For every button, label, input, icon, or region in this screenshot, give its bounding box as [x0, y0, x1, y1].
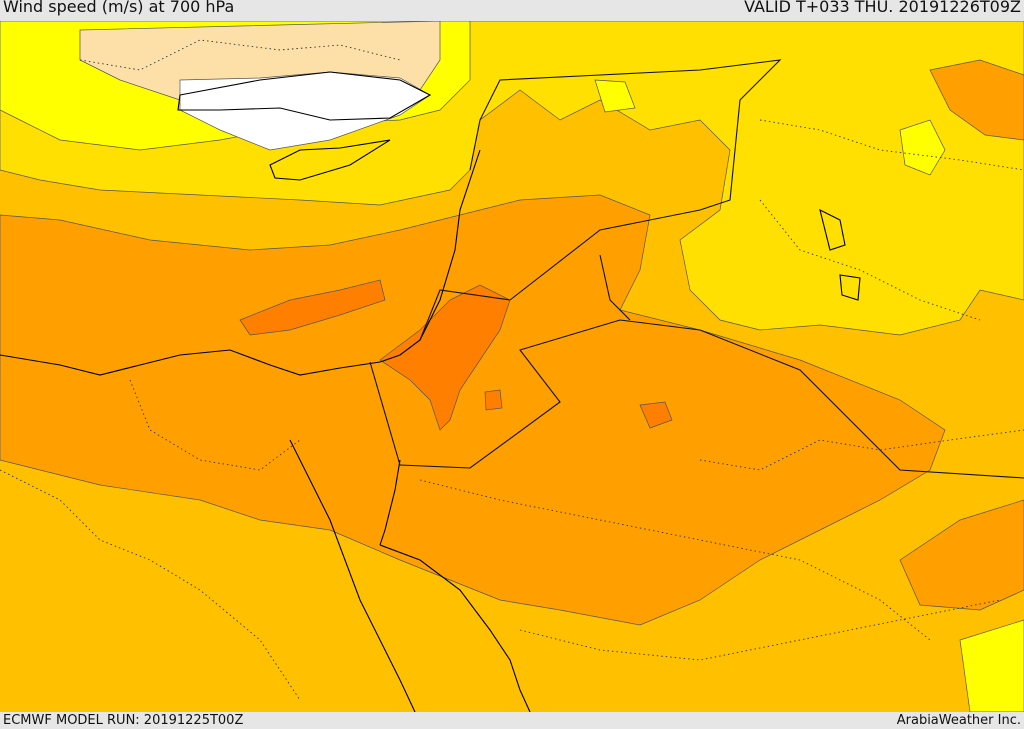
core-strong-central: [639, 401, 673, 429]
country-borders: [369, 59, 1024, 479]
band-moderate-high-southeast: [899, 499, 1024, 611]
map-header: Wind speed (m/s) at 700 hPa VALID T+033 …: [0, 0, 1024, 21]
core-strong-small: [484, 389, 503, 411]
model-run-label: ECMWF MODEL RUN: 20191225T00Z: [3, 713, 244, 728]
band-moderate-high: [0, 194, 946, 626]
coastlines: [0, 71, 861, 712]
map-footer: ECMWF MODEL RUN: 20191225T00Z ArabiaWeat…: [0, 712, 1024, 729]
credit-label: ArabiaWeather Inc.: [896, 713, 1021, 728]
patch-light-east: [899, 119, 946, 176]
chart-title: Wind speed (m/s) at 700 hPa: [3, 0, 235, 16]
province-borders: [0, 39, 1024, 701]
band-moderate-high-east: [929, 59, 1024, 141]
wind-speed-map[interactable]: [0, 21, 1024, 712]
patch-light-north: [594, 79, 636, 113]
core-strong-levant: [379, 284, 511, 431]
map-canvas: [0, 21, 1024, 712]
core-strong-west: [239, 279, 386, 336]
patch-light-southeast: [959, 619, 1024, 712]
band-calm: [179, 71, 431, 151]
valid-time-label: VALID T+033 THU. 20191226T09Z: [744, 0, 1021, 16]
